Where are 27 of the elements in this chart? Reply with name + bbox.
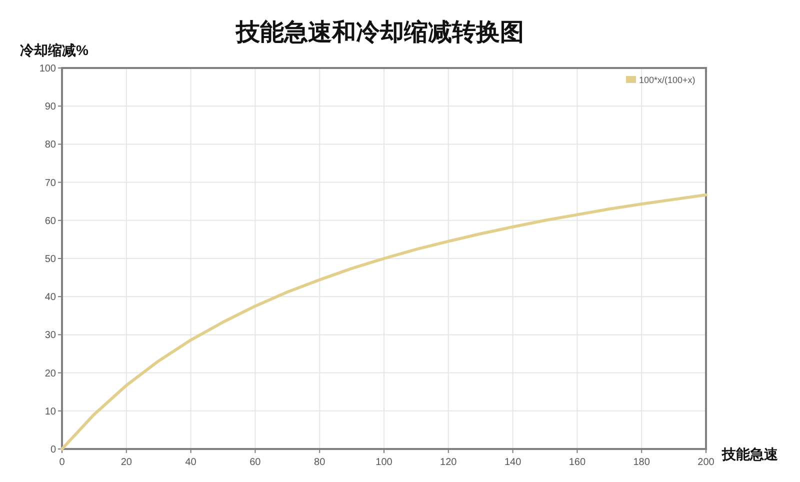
x-tick-label: 200: [698, 457, 715, 468]
y-tick-label: 90: [44, 102, 56, 113]
y-tick-label: 10: [44, 406, 56, 418]
x-tick-label: 160: [568, 457, 586, 468]
legend-label: 100*x/(100+x): [639, 75, 696, 85]
x-tick-label: 140: [504, 457, 522, 468]
y-tick-label: 50: [44, 254, 56, 265]
x-axis-title: 技能急速: [721, 446, 779, 462]
y-tick-label: 80: [44, 140, 56, 151]
x-tick-label: 0: [59, 457, 66, 468]
x-tick-label: 120: [440, 457, 458, 468]
x-tick-label: 20: [120, 457, 132, 468]
y-tick-label: 40: [44, 292, 56, 304]
y-tick-label: 30: [44, 330, 56, 342]
x-tick-label: 60: [250, 457, 262, 468]
y-tick-label: 70: [44, 178, 56, 189]
x-tick-label: 180: [633, 457, 650, 468]
line-series: [60, 193, 708, 450]
x-tick-label: 40: [185, 457, 197, 468]
x-tick-label: 80: [314, 457, 326, 468]
y-tick-label: 60: [44, 216, 56, 227]
y-axis-title: 冷却缩减%: [20, 42, 89, 58]
y-tick-label: 100: [39, 64, 56, 74]
y-tick-label: 20: [44, 368, 56, 380]
chart-title: 技能急速和冷却缩减转换图: [235, 19, 524, 46]
y-tick-label: 0: [50, 444, 56, 456]
x-tick-label: 100: [376, 457, 393, 468]
